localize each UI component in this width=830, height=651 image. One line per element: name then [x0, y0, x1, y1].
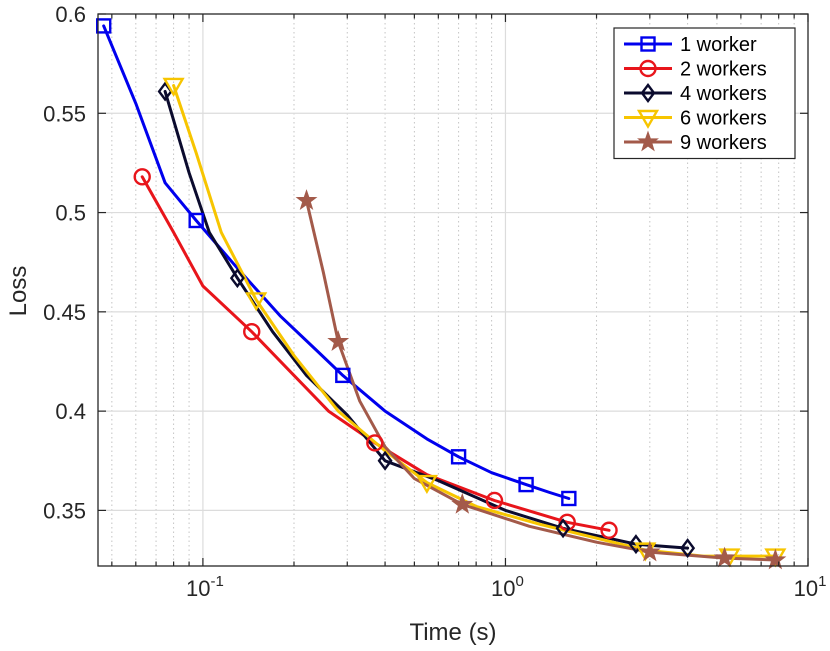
- y-tick-label: 0.5: [55, 201, 86, 226]
- series-3-marker: [555, 518, 571, 539]
- legend-marker: [636, 109, 660, 129]
- series-5-marker: [451, 492, 474, 514]
- x-tick-label: 101: [794, 573, 827, 601]
- x-tick-label: 100: [491, 573, 524, 601]
- legend-marker: [640, 36, 656, 52]
- legend-marker: [640, 83, 656, 103]
- x-tick-label-base: 10: [794, 576, 818, 601]
- x-tick-label-base: 10: [491, 576, 515, 601]
- series-markers-2: [133, 168, 618, 539]
- series-1-marker: [96, 18, 112, 34]
- series-1-marker: [188, 212, 204, 229]
- series-5-marker: [764, 548, 787, 570]
- legend-label: 4 workers: [680, 83, 767, 105]
- series-3-marker: [680, 538, 696, 559]
- series-5-marker: [638, 540, 661, 562]
- series-3-marker: [628, 534, 644, 555]
- series-2-marker: [485, 491, 504, 510]
- series-3-marker: [377, 450, 393, 471]
- y-tick-label: 0.55: [43, 101, 86, 126]
- y-tick-label: 0.4: [55, 399, 86, 424]
- series-1-marker: [561, 490, 577, 507]
- legend-label: 9 workers: [680, 132, 767, 154]
- x-axis-title: Time (s): [409, 619, 496, 646]
- x-tick-label: 10-1: [186, 573, 224, 601]
- x-tick-label-exponent: -1: [210, 573, 223, 590]
- x-tick-label-exponent: 1: [818, 573, 826, 590]
- series-line-2: [140, 175, 611, 532]
- legend-label: 2 workers: [680, 59, 767, 81]
- x-tick-label-exponent: 0: [516, 573, 524, 590]
- series-2-marker: [366, 434, 384, 452]
- series-line-1: [102, 24, 571, 500]
- series-4-marker: [415, 474, 438, 494]
- plot-box: [97, 13, 809, 567]
- series-3-marker: [229, 268, 245, 289]
- series-2-marker: [600, 521, 618, 539]
- series-lines: [96, 18, 787, 570]
- y-tick-label: 0.6: [55, 2, 86, 27]
- x-tick-label-base: 10: [186, 576, 210, 601]
- y-axis-title: Loss: [5, 266, 32, 317]
- series-5-marker: [327, 330, 350, 351]
- series-2-marker: [133, 168, 151, 186]
- tick-labels: 0.350.40.450.50.550.610-1 100 101: [43, 2, 826, 601]
- y-tick-label: 0.35: [43, 498, 86, 523]
- legend-label: 1 worker: [680, 34, 757, 56]
- series-5-marker: [713, 546, 736, 568]
- legend-label: 6 workers: [680, 108, 767, 130]
- series-markers-1: [96, 18, 577, 507]
- grid: [98, 14, 808, 566]
- series-1-marker: [518, 476, 534, 493]
- series-4-marker: [162, 77, 185, 97]
- legend-marker: [639, 59, 657, 78]
- series-5-marker: [295, 189, 318, 210]
- series-line-5: [305, 199, 777, 562]
- series-markers-5: [295, 189, 787, 570]
- legend-marker: [637, 130, 659, 152]
- series-4-marker: [245, 292, 268, 312]
- series-2-marker: [243, 322, 261, 341]
- series-1-marker: [335, 367, 351, 384]
- y-tick-label: 0.45: [43, 300, 86, 325]
- series-1-marker: [450, 449, 467, 465]
- axes: [97, 13, 809, 567]
